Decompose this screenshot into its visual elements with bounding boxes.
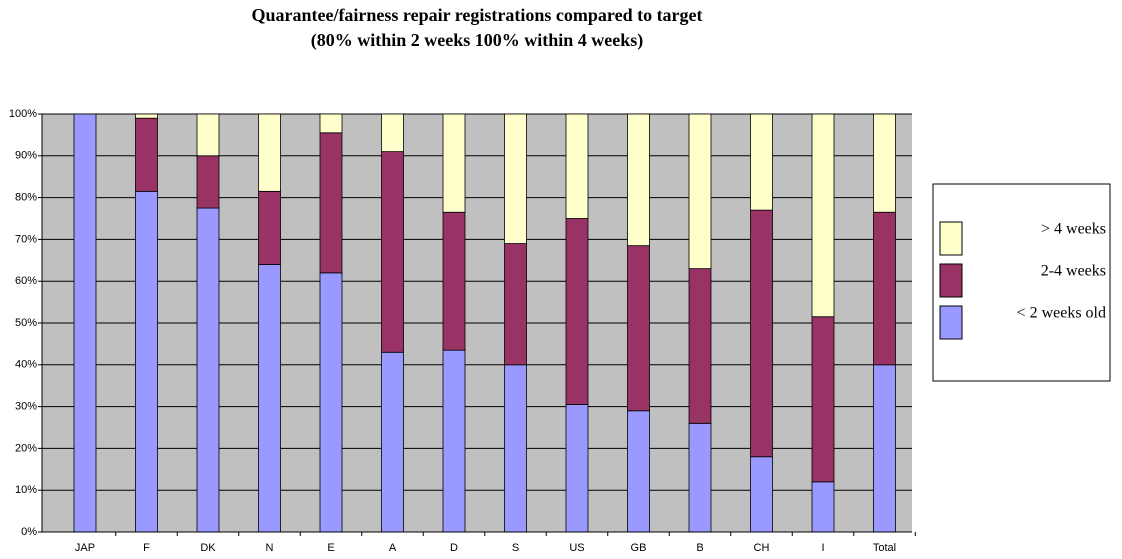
legend-swatch [939, 221, 963, 256]
bar-segment [196, 207, 220, 533]
x-tick-label: N [266, 542, 274, 554]
bar-segment [504, 364, 527, 533]
bar-segment [811, 481, 835, 533]
bar-segment [627, 113, 650, 247]
y-tick-label: 80% [15, 192, 37, 204]
y-tick-label: 60% [15, 275, 37, 287]
legend-label: 2-4 weeks [1041, 263, 1106, 280]
legend-swatch [939, 305, 963, 340]
y-tick-label: 70% [15, 233, 37, 245]
bar-segment [135, 190, 158, 533]
legend-label: > 4 weeks [1041, 221, 1106, 238]
chart-subtitle: (80% within 2 weeks 100% within 4 weeks) [311, 30, 644, 51]
bar-segment [381, 351, 404, 533]
bar-segment [381, 113, 404, 153]
bar-segment [504, 113, 527, 244]
bar-segment [873, 364, 896, 533]
bar-segment [873, 211, 896, 366]
bar-segment [565, 113, 589, 219]
bar-segment [258, 264, 281, 533]
bar-segment [258, 190, 281, 265]
x-tick-label: GB [631, 542, 647, 554]
x-tick-label: E [327, 542, 334, 554]
bar-segment [196, 113, 220, 157]
x-tick-label: I [821, 542, 824, 554]
x-tick-label: S [512, 542, 519, 554]
y-tick-label: 20% [15, 442, 37, 454]
bar-segment [504, 243, 527, 366]
bar-segment [381, 151, 404, 353]
bar-segment [442, 211, 466, 351]
bar-segment [811, 316, 835, 483]
chart-title: Quarantee/fairness repair registrations … [251, 5, 702, 25]
bar-segment [688, 113, 712, 270]
x-tick-label: DK [200, 542, 216, 554]
legend-swatch [939, 263, 963, 298]
y-tick-label: 30% [15, 401, 37, 413]
bar-segment [196, 155, 220, 209]
bar-segment [627, 245, 650, 412]
bar-segment [442, 349, 466, 533]
bar-segment [258, 113, 281, 192]
bar-segment [811, 113, 835, 318]
y-tick-label: 100% [9, 108, 37, 120]
bar-segment [627, 410, 650, 533]
bar-segment [750, 209, 773, 458]
x-tick-label: F [143, 542, 150, 554]
y-tick-label: 0% [21, 526, 37, 538]
bar-segment [873, 113, 896, 213]
legend-label: < 2 weeks old [1017, 305, 1106, 322]
x-tick-label: D [450, 542, 458, 554]
bar-segment [565, 404, 589, 533]
bar-segment [750, 113, 773, 211]
x-tick-label: Total [873, 542, 896, 554]
bar-segment [319, 272, 343, 533]
bar-segment [319, 132, 343, 274]
y-tick-label: 40% [15, 359, 37, 371]
x-tick-label: B [696, 542, 703, 554]
bar-segment [73, 113, 97, 533]
bar-segment [688, 422, 712, 533]
y-tick-label: 90% [15, 150, 37, 162]
bar-segment [442, 113, 466, 213]
y-tick-label: 10% [15, 484, 37, 496]
bar-segment [565, 218, 589, 405]
bar-segment [135, 117, 158, 192]
x-tick-label: CH [754, 542, 770, 554]
y-tick-label: 50% [15, 317, 37, 329]
bar-segment [688, 268, 712, 424]
bar-segment [750, 456, 773, 533]
bar-segment [135, 113, 158, 119]
x-tick-label: A [389, 542, 397, 554]
bar-segment [319, 113, 343, 134]
x-tick-label: US [569, 542, 584, 554]
x-tick-label: JAP [75, 542, 95, 554]
